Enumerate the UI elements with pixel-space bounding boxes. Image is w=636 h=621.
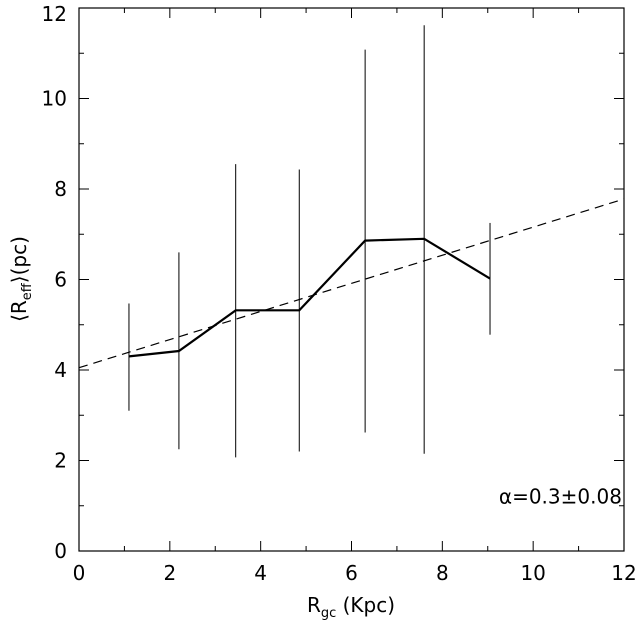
y-tick-label: 2 bbox=[54, 449, 67, 473]
x-tick-label: 0 bbox=[73, 561, 86, 585]
slope-annotation: α=0.3±0.08 bbox=[499, 485, 622, 509]
x-tick-label: 2 bbox=[163, 561, 176, 585]
mean-radius-line bbox=[128, 237, 491, 358]
y-tick-label: 8 bbox=[54, 177, 67, 201]
x-tick-label: 12 bbox=[611, 561, 636, 585]
y-tick-label: 6 bbox=[54, 268, 67, 292]
x-axis-title: Rgc (Kpc) bbox=[307, 593, 395, 621]
y-tick-label: 12 bbox=[42, 2, 67, 26]
tick-labels: 0 2 4 6 8 10 12 0 2 4 6 8 10 12 bbox=[42, 2, 636, 585]
x-tick-label: 4 bbox=[254, 561, 267, 585]
fit-line-dashed bbox=[78, 198, 625, 369]
y-tick-label: 10 bbox=[42, 87, 67, 111]
x-tick-label: 10 bbox=[520, 561, 545, 585]
y-tick-label: 0 bbox=[54, 539, 67, 563]
x-tick-label: 6 bbox=[345, 561, 358, 585]
y-axis-title: ⟨Reff⟩(pc) bbox=[7, 236, 35, 322]
x-tick-label: 8 bbox=[436, 561, 449, 585]
axis-ticks bbox=[78, 7, 625, 552]
series-group bbox=[78, 25, 625, 458]
plot-frame bbox=[78, 7, 625, 552]
y-tick-label: 4 bbox=[54, 358, 67, 382]
